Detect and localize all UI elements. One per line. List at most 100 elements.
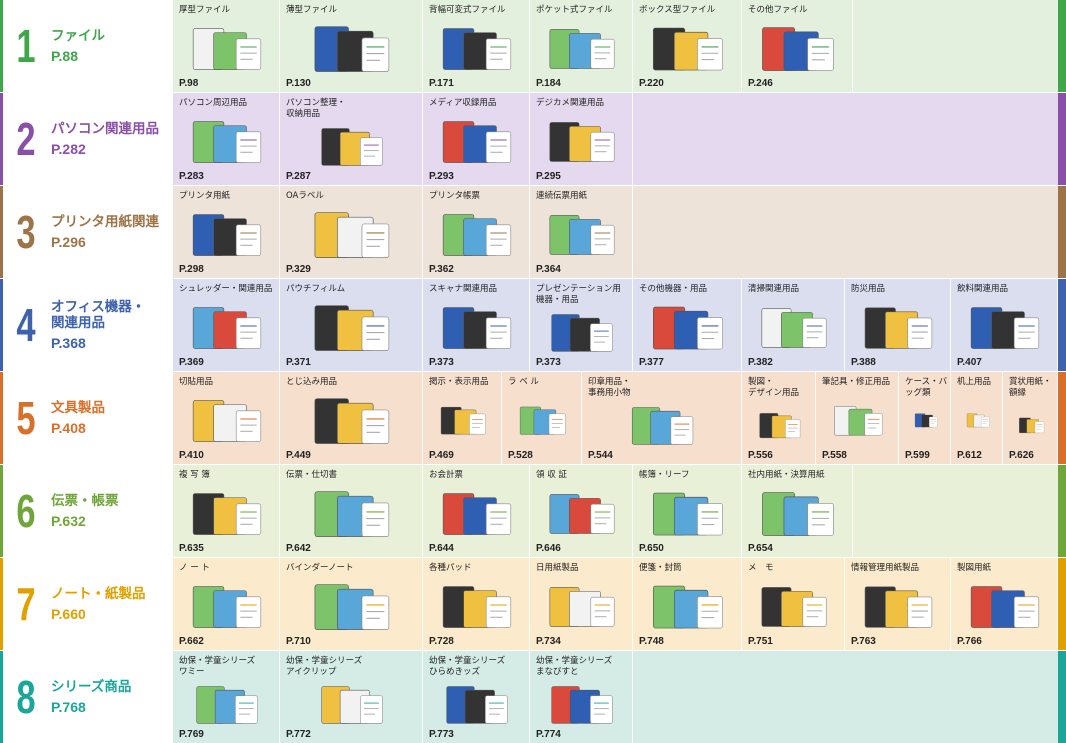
product-item[interactable]: 賞状用紙・ 額縁 P.626	[1003, 372, 1058, 464]
product-item[interactable]: スキャナ関連用品 P.373	[423, 279, 530, 371]
product-page: P.774	[536, 729, 561, 740]
product-item[interactable]: ノ ー ト P.662	[173, 558, 280, 650]
product-page: P.364	[536, 264, 561, 275]
product-item[interactable]: 情報管理用紙製品 P.763	[845, 558, 951, 650]
product-item[interactable]: 領 収 証 P.646	[530, 465, 633, 557]
category-page: P.282	[51, 141, 86, 157]
product-item[interactable]: パソコン整理・ 収納用品 P.287	[280, 93, 423, 185]
expandable-file-icon	[437, 20, 519, 76]
product-item[interactable]: 清掃関連用品 P.382	[742, 279, 845, 371]
product-item[interactable]: 机上用品 P.612	[951, 372, 1003, 464]
product-item[interactable]: 便箋・封筒 P.748	[633, 558, 742, 650]
product-item[interactable]: プリンタ用紙 P.298	[173, 186, 280, 278]
product-page: P.371	[286, 357, 311, 368]
product-label: パウチフィルム	[286, 284, 346, 294]
product-item[interactable]: 薄型ファイル P.130	[280, 0, 423, 92]
product-item[interactable]: 幼保・学童シリーズ ワミー P.769	[173, 651, 280, 743]
office-form-icon	[756, 485, 842, 541]
product-label: その他機器・用品	[639, 284, 708, 294]
category-title: プリンタ用紙関連	[51, 214, 159, 230]
product-label: その他ファイル	[748, 5, 808, 15]
product-page: P.528	[508, 450, 533, 461]
category-color-bar	[1058, 279, 1066, 371]
product-item[interactable]: 飲料関連用品 P.407	[951, 279, 1058, 371]
product-page: P.626	[1009, 450, 1034, 461]
product-item[interactable]: パソコン周辺用品 P.283	[173, 93, 280, 185]
product-page: P.246	[748, 78, 773, 89]
product-item[interactable]: ポケット式ファイル P.184	[530, 0, 633, 92]
product-item[interactable]: 日用紙製品 P.734	[530, 558, 633, 650]
product-item[interactable]: 連続伝票用紙 P.364	[530, 186, 633, 278]
product-item[interactable]: 幼保・学童シリーズ アイクリップ P.772	[280, 651, 423, 743]
product-item[interactable]: その他機器・用品 P.377	[633, 279, 742, 371]
stamp-icon	[596, 402, 731, 448]
category-title: オフィス機器・ 関連用品	[51, 299, 146, 331]
product-item[interactable]: シュレッダー・関連用品 P.369	[173, 279, 280, 371]
product-item[interactable]: その他ファイル P.246	[742, 0, 853, 92]
category-label[interactable]: 6 伝票・帳票 P.632	[0, 465, 173, 557]
product-item[interactable]: プレゼンテーション用 機器・用品 P.373	[530, 279, 633, 371]
product-item[interactable]: メ モ P.751	[742, 558, 845, 650]
category-number: 4	[16, 299, 36, 351]
category-number: 2	[16, 113, 36, 165]
product-page: P.773	[429, 729, 454, 740]
product-item[interactable]: 防災用品 P.388	[845, 279, 951, 371]
category-text: 文具製品 P.408	[51, 400, 105, 436]
category-row-7: 7 ノート・紙製品 P.660 ノ ー ト P.662 バインダーノート P.710 各種パッ…	[0, 558, 1066, 650]
product-item[interactable]: 社内用紙・決算用紙 P.654	[742, 465, 853, 557]
category-label[interactable]: 3 プリンタ用紙関連 P.296	[0, 186, 173, 278]
category-color-bar	[1058, 93, 1066, 185]
category-title: 伝票・帳票	[51, 493, 119, 509]
product-item[interactable]: 帳簿・リーフ P.650	[633, 465, 742, 557]
product-item[interactable]: ボックス型ファイル P.220	[633, 0, 742, 92]
product-item[interactable]: ケース・バッグ類 P.599	[899, 372, 951, 464]
product-item[interactable]: 伝票・仕切書 P.642	[280, 465, 423, 557]
product-item[interactable]: パウチフィルム P.371	[280, 279, 423, 371]
product-item[interactable]: バインダーノート P.710	[280, 558, 423, 650]
product-item[interactable]: 筆記具・修正用品 P.558	[816, 372, 899, 464]
product-item[interactable]: お会計票 P.644	[423, 465, 530, 557]
product-item[interactable]: 厚型ファイル P.98	[173, 0, 280, 92]
product-item[interactable]: 複 写 簿 P.635	[173, 465, 280, 557]
scissors-icon	[187, 392, 269, 448]
product-item[interactable]: 幼保・学童シリーズ ひらめきッズ P.773	[423, 651, 530, 743]
product-label: ボックス型ファイル	[639, 5, 716, 15]
product-item[interactable]: 掲示・表示用品 P.469	[423, 372, 502, 464]
other-file-icon	[756, 20, 842, 76]
product-item[interactable]: とじ込み用品 P.449	[280, 372, 423, 464]
category-label[interactable]: 4 オフィス機器・ 関連用品 P.368	[0, 279, 173, 371]
product-item[interactable]: ラ ベ ル P.528	[502, 372, 582, 464]
category-label[interactable]: 1 ファイル P.88	[0, 0, 173, 92]
product-page: P.98	[179, 78, 199, 89]
product-label: とじ込み用品	[286, 377, 338, 387]
box-file-icon	[647, 20, 731, 76]
product-item[interactable]: 背幅可変式ファイル P.171	[423, 0, 530, 92]
category-label[interactable]: 8 シリーズ商品 P.768	[0, 651, 173, 743]
product-page: P.329	[286, 264, 311, 275]
product-item[interactable]: 各種パッド P.728	[423, 558, 530, 650]
product-item[interactable]: OAラベル P.329	[280, 186, 423, 278]
product-page: P.544	[588, 450, 613, 461]
product-page: P.130	[286, 78, 311, 89]
product-label: OAラベル	[286, 191, 324, 201]
product-item[interactable]: 幼保・学童シリーズ まなびすと P.774	[530, 651, 633, 743]
product-item[interactable]: メディア収録用品 P.293	[423, 93, 530, 185]
product-item[interactable]: 切貼用品 P.410	[173, 372, 280, 464]
product-item[interactable]: プリンタ帳票 P.362	[423, 186, 530, 278]
product-item[interactable]: デジカメ関連用品 P.295	[530, 93, 633, 185]
product-item[interactable]: 印章用品・ 事務用小物 P.544	[582, 372, 742, 464]
product-page: P.449	[286, 450, 311, 461]
product-page: P.766	[957, 636, 982, 647]
category-label[interactable]: 2 パソコン関連用品 P.282	[0, 93, 173, 185]
product-item[interactable]: 製図用紙 P.766	[951, 558, 1058, 650]
category-label[interactable]: 5 文具製品 P.408	[0, 372, 173, 464]
category-label[interactable]: 7 ノート・紙製品 P.660	[0, 558, 173, 650]
category-items: プリンタ用紙 P.298 OAラベル P.329 プリンタ帳票 P.362 連続伝票用紙 P.…	[173, 186, 1058, 278]
product-page: P.650	[639, 543, 664, 554]
product-page: P.644	[429, 543, 454, 554]
drafting-paper-icon	[965, 578, 1047, 634]
product-page: P.654	[748, 543, 773, 554]
product-item[interactable]: 製図・ デザイン用品 P.556	[742, 372, 816, 464]
product-page: P.772	[286, 729, 311, 740]
category-color-bar	[1058, 651, 1066, 743]
